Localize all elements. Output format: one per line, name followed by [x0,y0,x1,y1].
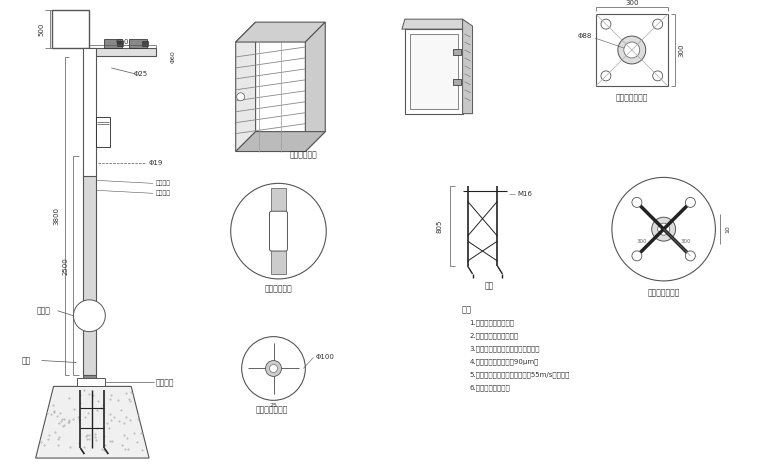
Text: 6.辰管、避雷针可折: 6.辰管、避雷针可折 [470,384,510,391]
Circle shape [686,251,695,261]
Bar [405,29,463,114]
Polygon shape [306,22,325,151]
Text: 805: 805 [437,219,443,233]
Text: 25: 25 [270,403,277,408]
Circle shape [632,197,642,207]
Text: 300: 300 [680,239,691,243]
Text: Φ25: Φ25 [134,71,148,77]
FancyBboxPatch shape [270,211,287,251]
Bar [78,378,106,386]
Text: 300: 300 [637,239,647,243]
Polygon shape [236,22,255,151]
Text: 上段白色: 上段白色 [156,180,171,186]
Text: 1.主干为国标丧钓管。: 1.主干为国标丧钓管。 [470,320,515,326]
Bar [117,41,123,46]
Circle shape [231,183,326,279]
Bar [84,376,97,380]
Bar [52,10,90,48]
Circle shape [618,36,646,64]
Text: 4.钉管镀锁钙层厕护为90μm。: 4.钉管镀锁钙层厕护为90μm。 [470,359,539,365]
Text: 2500: 2500 [62,257,68,275]
Text: 底座法兰正视图: 底座法兰正视图 [616,93,648,102]
Circle shape [624,42,640,58]
Text: 600: 600 [116,39,129,45]
Text: 10: 10 [725,225,730,233]
Text: Φ88: Φ88 [578,33,593,39]
Circle shape [653,71,663,81]
Polygon shape [463,19,473,114]
Circle shape [277,241,280,245]
Bar [84,176,97,376]
Circle shape [601,71,611,81]
Text: M16: M16 [518,191,532,197]
Text: 300: 300 [679,43,685,57]
Circle shape [242,337,306,400]
Circle shape [653,19,663,29]
Circle shape [601,19,611,29]
Bar [596,14,667,86]
Polygon shape [402,19,466,29]
Circle shape [270,365,277,372]
Bar [84,56,93,61]
Bar [90,48,156,56]
Text: 维修孔放大图: 维修孔放大图 [264,284,293,293]
Text: 下段灰色: 下段灰色 [156,190,171,196]
Text: Φ100: Φ100 [315,353,334,360]
Text: Φ19: Φ19 [149,160,163,166]
Bar [453,49,461,55]
Text: 3800: 3800 [53,207,59,225]
Bar [142,41,148,46]
Text: 2.上下法兰加强版连接。: 2.上下法兰加强版连接。 [470,333,518,339]
Bar [104,39,122,48]
Circle shape [686,197,695,207]
Polygon shape [36,386,149,458]
Bar [271,188,287,274]
Text: 杆机法兰放大图: 杆机法兰放大图 [255,406,288,415]
Text: 地笼: 地笼 [22,356,31,365]
Circle shape [277,217,280,221]
Text: 3.噴涂后不再进行任何加工和焊接。: 3.噴涂后不再进行任何加工和焊接。 [470,345,540,352]
Circle shape [74,300,106,332]
Text: 300: 300 [625,0,638,6]
Circle shape [632,251,642,261]
Polygon shape [236,22,325,42]
Text: 底座法兰: 底座法兰 [156,378,175,387]
Bar [410,34,458,109]
Text: 防水筱放大图: 防水筱放大图 [290,150,317,159]
Text: 底座法兰放大图: 底座法兰放大图 [648,288,680,298]
Circle shape [657,223,670,235]
Text: 地笼: 地笼 [485,282,494,290]
Circle shape [265,360,281,376]
Bar [97,117,110,147]
Text: 5.立杆、依管和其它部件应能抵55m/s的风速。: 5.立杆、依管和其它部件应能抵55m/s的风速。 [470,371,570,378]
Text: 说明: 说明 [461,306,472,315]
Polygon shape [236,132,325,151]
Text: 500: 500 [39,23,45,36]
Bar [84,48,97,177]
Text: 维修孔: 维修孔 [36,306,50,315]
Bar [453,79,461,85]
Circle shape [236,93,245,101]
Circle shape [612,177,715,281]
Bar [129,39,147,48]
Text: Φ60: Φ60 [170,51,176,63]
Circle shape [652,217,676,241]
